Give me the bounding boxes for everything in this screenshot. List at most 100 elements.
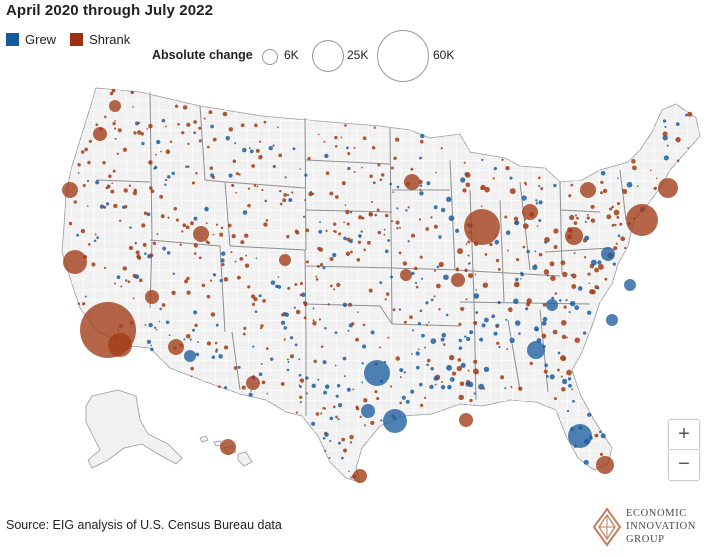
county-bubble[interactable] xyxy=(198,126,202,130)
county-bubble[interactable] xyxy=(134,241,138,245)
county-bubble[interactable] xyxy=(611,223,615,227)
county-bubble[interactable] xyxy=(361,344,367,349)
county-bubble[interactable] xyxy=(247,203,251,208)
county-bubble[interactable] xyxy=(186,122,191,127)
county-bubble[interactable] xyxy=(414,266,418,271)
county-bubble[interactable] xyxy=(504,215,508,219)
county-bubble[interactable] xyxy=(446,196,452,203)
county-bubble[interactable] xyxy=(333,230,336,233)
county-bubble[interactable] xyxy=(361,381,364,384)
county-bubble[interactable] xyxy=(127,280,131,284)
county-bubble[interactable] xyxy=(379,281,383,285)
county-bubble[interactable] xyxy=(304,199,307,201)
county-bubble[interactable] xyxy=(405,209,408,212)
county-bubble[interactable] xyxy=(337,402,343,408)
county-bubble[interactable] xyxy=(212,233,215,236)
county-bubble[interactable] xyxy=(164,178,168,182)
county-bubble[interactable] xyxy=(228,173,233,178)
county-bubble[interactable] xyxy=(433,205,438,210)
county-bubble[interactable] xyxy=(324,384,330,389)
county-bubble[interactable] xyxy=(303,302,308,307)
county-bubble[interactable] xyxy=(418,348,420,351)
county-bubble[interactable] xyxy=(193,226,209,242)
county-bubble[interactable] xyxy=(421,333,425,338)
county-bubble[interactable] xyxy=(553,397,557,401)
county-bubble[interactable] xyxy=(562,271,568,278)
county-bubble[interactable] xyxy=(549,261,555,267)
county-bubble[interactable] xyxy=(122,147,128,152)
county-bubble[interactable] xyxy=(128,184,132,187)
county-bubble[interactable] xyxy=(291,191,294,194)
county-bubble[interactable] xyxy=(458,322,462,326)
county-bubble[interactable] xyxy=(361,404,375,418)
county-bubble[interactable] xyxy=(134,274,140,279)
county-bubble[interactable] xyxy=(215,350,218,353)
county-bubble[interactable] xyxy=(349,441,353,444)
county-bubble[interactable] xyxy=(467,369,470,372)
county-bubble[interactable] xyxy=(238,276,241,279)
county-bubble[interactable] xyxy=(384,249,389,254)
county-bubble[interactable] xyxy=(197,341,199,344)
county-bubble[interactable] xyxy=(311,383,316,389)
county-bubble[interactable] xyxy=(589,289,595,295)
county-bubble[interactable] xyxy=(350,250,353,254)
county-bubble[interactable] xyxy=(193,216,198,221)
county-bubble[interactable] xyxy=(389,385,393,388)
county-bubble[interactable] xyxy=(77,302,81,305)
county-bubble[interactable] xyxy=(116,275,121,280)
county-bubble[interactable] xyxy=(424,346,427,349)
county-bubble[interactable] xyxy=(165,149,171,154)
county-bubble[interactable] xyxy=(379,346,382,349)
county-bubble[interactable] xyxy=(526,302,531,307)
county-bubble[interactable] xyxy=(104,115,107,119)
county-bubble[interactable] xyxy=(287,194,290,197)
county-bubble[interactable] xyxy=(459,381,465,387)
county-bubble[interactable] xyxy=(374,390,378,394)
county-bubble[interactable] xyxy=(567,377,572,381)
county-bubble[interactable] xyxy=(341,181,346,186)
county-bubble[interactable] xyxy=(513,216,519,221)
county-bubble[interactable] xyxy=(402,261,408,266)
county-bubble[interactable] xyxy=(495,258,500,263)
county-bubble[interactable] xyxy=(505,230,511,236)
county-bubble[interactable] xyxy=(156,139,161,145)
county-bubble[interactable] xyxy=(612,262,616,266)
county-bubble[interactable] xyxy=(469,398,473,403)
county-bubble[interactable] xyxy=(294,229,298,233)
county-bubble[interactable] xyxy=(526,249,530,254)
county-bubble[interactable] xyxy=(427,321,430,324)
county-bubble[interactable] xyxy=(448,354,455,361)
county-bubble[interactable] xyxy=(658,178,678,198)
county-bubble[interactable] xyxy=(329,284,333,288)
county-bubble[interactable] xyxy=(594,267,599,273)
county-bubble[interactable] xyxy=(324,153,329,159)
county-bubble[interactable] xyxy=(371,200,374,204)
county-bubble[interactable] xyxy=(527,341,545,359)
county-bubble[interactable] xyxy=(415,285,419,289)
county-bubble[interactable] xyxy=(662,119,667,123)
county-bubble[interactable] xyxy=(183,338,186,341)
county-bubble[interactable] xyxy=(459,413,473,427)
county-bubble[interactable] xyxy=(553,183,557,188)
county-bubble[interactable] xyxy=(359,415,362,418)
county-bubble[interactable] xyxy=(342,302,348,308)
county-bubble[interactable] xyxy=(475,321,477,324)
county-bubble[interactable] xyxy=(105,202,110,206)
county-bubble[interactable] xyxy=(279,189,282,193)
county-bubble[interactable] xyxy=(189,338,192,341)
county-bubble[interactable] xyxy=(298,373,302,377)
county-bubble[interactable] xyxy=(663,155,669,161)
county-bubble[interactable] xyxy=(133,131,137,135)
county-bubble[interactable] xyxy=(253,296,258,302)
county-bubble[interactable] xyxy=(335,415,338,419)
county-bubble[interactable] xyxy=(398,308,402,311)
county-bubble[interactable] xyxy=(251,302,256,306)
county-bubble[interactable] xyxy=(146,128,149,130)
county-bubble[interactable] xyxy=(233,366,238,370)
county-bubble[interactable] xyxy=(358,215,363,220)
county-bubble[interactable] xyxy=(171,171,175,176)
county-bubble[interactable] xyxy=(346,387,351,392)
county-bubble[interactable] xyxy=(546,274,549,277)
county-bubble[interactable] xyxy=(307,156,311,161)
county-bubble[interactable] xyxy=(473,293,480,299)
